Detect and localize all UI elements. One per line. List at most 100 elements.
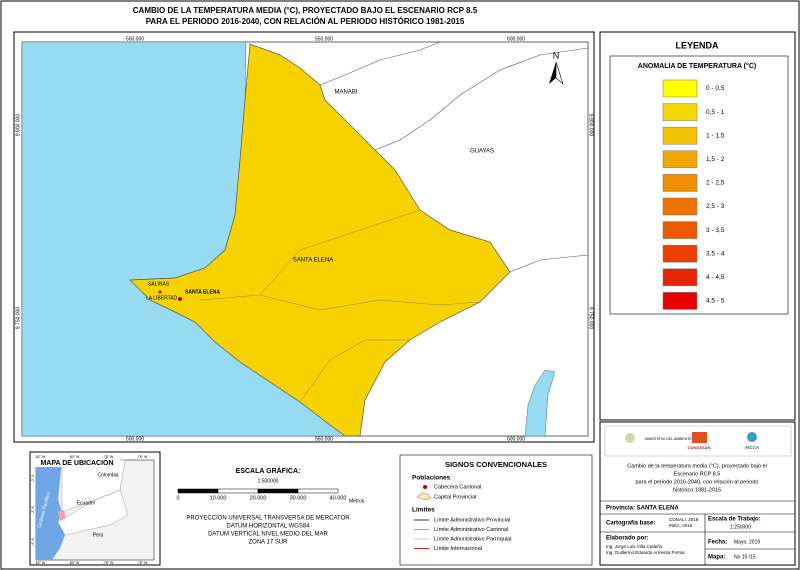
cantonal-seat <box>158 290 162 294</box>
north-arrow <box>555 61 564 85</box>
x-coord-label: 600.000 <box>507 36 525 42</box>
place-label: MANABI <box>334 90 357 96</box>
lon-label: -78° W <box>103 561 114 565</box>
projection-line: DATUM VERTICAL NIVEL MEDIO DEL MAR <box>208 532 328 538</box>
scale-segment <box>217 488 259 494</box>
signs-section: Poblaciones <box>412 475 451 482</box>
country-label: Ecuador <box>77 500 96 506</box>
country-label: Perú <box>93 532 104 538</box>
description-line: para el periodo 2016-2040, con relación … <box>636 479 759 485</box>
signs-section: Límites <box>412 507 435 514</box>
field-value: 1:250000 <box>730 524 751 530</box>
field-value: CONALI, 2018 <box>669 517 699 522</box>
x-coord-label: 550.000 <box>315 436 333 442</box>
scale-tick-label: 20.000 <box>250 495 267 501</box>
place-label: GUAYAS <box>470 149 494 155</box>
x-coord-label: 500.000 <box>126 36 144 42</box>
x-coord-label: 550.000 <box>315 36 333 42</box>
legend-swatch <box>662 292 698 310</box>
legend-swatch <box>662 126 698 145</box>
logo-text: AICCA <box>745 445 760 450</box>
legend-title: LEYENDA <box>675 40 719 50</box>
legend-swatch <box>662 103 698 121</box>
cantonal-seat <box>178 297 182 301</box>
x-coord-label: 600.000 <box>507 436 525 442</box>
lat-label: -4° S <box>31 537 35 545</box>
location-ocean <box>36 460 65 560</box>
legend-swatch <box>662 268 698 287</box>
field-label: Escala de Trabajo: <box>708 517 761 523</box>
description-line: Cambio de la temperatura media (°C), pro… <box>627 463 766 469</box>
logo <box>692 432 707 443</box>
estuary <box>524 369 556 437</box>
scale-tick-label: 0 <box>176 495 179 501</box>
description-line: histórico 1981-2015 <box>673 487 721 493</box>
legend-label: 0,5 - 1 <box>706 109 725 116</box>
scale-ratio: 1:500000 <box>258 478 279 484</box>
legend-swatch <box>662 244 698 263</box>
projection-line: PROYECCIÓN UNIVERSAL TRANSVERSA DE MERCA… <box>186 515 350 522</box>
province-field: Provincia: SANTA ELENA <box>606 506 679 512</box>
scale-tick-label: 10.000 <box>210 495 227 501</box>
scale-title: ESCALA GRÁFICA: <box>236 466 301 475</box>
lon-label: -82° W <box>35 455 46 459</box>
country-label: Colombia <box>97 472 118 478</box>
signs-item: Límite Internacional <box>434 546 482 552</box>
lon-label: -76° W <box>137 561 148 565</box>
field-label: Cartografía base: <box>606 521 655 527</box>
legend-swatch <box>662 79 698 98</box>
lat-label: 0° S <box>31 474 35 481</box>
field-value: Mayo, 2019 <box>734 539 760 545</box>
y-coord-label: 9.750.000 <box>15 307 21 329</box>
legend-items: 0 - 0,5 0,5 - 1 1 - 1,5 1,5 - 2 2 - 2,5 2,5 -… <box>662 79 725 310</box>
lon-label: -80° W <box>69 455 80 459</box>
limits: Límite Administrativo Provincial Límite A… <box>414 517 511 552</box>
lon-label: -82° W <box>35 561 46 565</box>
logo <box>625 433 635 443</box>
title-line: CAMBIO DE LA TEMPERATURA MEDIA (°C), PRO… <box>133 6 478 15</box>
field-value: INEC, 2016 <box>669 523 693 528</box>
lon-label: -80° W <box>69 561 80 565</box>
location-ticks: -82° W -82° W -80° W -80° W -78° W -78° W -76°… <box>31 455 148 565</box>
location-highlight <box>58 510 66 521</box>
location-title: MAPA DE UBICACIÓN <box>40 458 113 467</box>
description: Cambio de la temperatura media (°C), pro… <box>627 463 766 493</box>
place-label: SANTA ELENA <box>293 258 334 264</box>
legend-subtitle: ANOMALIA DE TEMPERATURA (°C) <box>638 62 756 70</box>
projection-line: DATUM HORIZONTAL WGS84 <box>226 524 310 530</box>
field-value: No 15 /15 <box>734 554 756 560</box>
lon-label: -78° W <box>103 455 114 459</box>
scale-segment <box>297 488 339 494</box>
logo-text: MINISTERIO DEL AMBIENTE <box>645 437 692 441</box>
legend-label: 1 - 1,5 <box>706 132 725 139</box>
x-coord-label: 500.000 <box>126 436 144 442</box>
scale-tick-label: 30.000 <box>290 495 307 501</box>
y-coord-label: 9.800.000 <box>15 114 21 136</box>
provincial-limit <box>319 41 589 273</box>
projection-line: ZONA 17 SUR <box>248 540 288 546</box>
field-label: Fecha: <box>708 540 727 546</box>
y-coord-label: 9.800.000 <box>588 114 594 136</box>
legend-label: 2,5 - 3 <box>706 203 725 210</box>
field-value: Ing. Guillermo Eduardo Armenta Porras <box>606 550 686 555</box>
signs-item: Capital Provincial <box>434 494 477 500</box>
legend-label: 3,5 - 4 <box>706 250 725 257</box>
legend-label: 4,5 - 5 <box>706 298 725 305</box>
logo-text: CONDESAN <box>688 445 711 450</box>
field-label: Mapa: <box>708 555 725 561</box>
north-label: N <box>553 50 560 60</box>
legend-swatch <box>662 150 698 169</box>
scale-segment <box>257 488 299 494</box>
signs-panel <box>399 454 593 566</box>
scale-tick-label: 40.000 <box>330 495 347 501</box>
signs-item: Límite Administrativo Cantonal <box>434 527 508 533</box>
lat-label: -2° S <box>31 505 35 513</box>
legend-swatch <box>662 174 698 192</box>
north-arrow <box>549 62 556 84</box>
legend-label: 3 - 3,5 <box>706 227 725 234</box>
capital-symbol <box>416 492 432 501</box>
signs-title: SIGNOS CONVENCIONALES <box>445 460 547 469</box>
legend-label: 0 - 0,5 <box>706 85 725 92</box>
field-value: Ing. Jorge Luis Villa Cedeño <box>606 544 663 549</box>
place-label: SALINAS <box>148 281 170 287</box>
